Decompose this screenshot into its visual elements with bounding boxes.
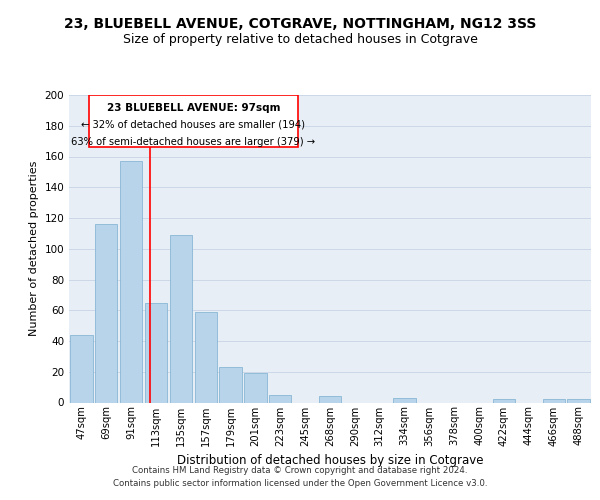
Y-axis label: Number of detached properties: Number of detached properties [29, 161, 39, 336]
Text: 23 BLUEBELL AVENUE: 97sqm: 23 BLUEBELL AVENUE: 97sqm [107, 104, 280, 114]
Text: ← 32% of detached houses are smaller (194): ← 32% of detached houses are smaller (19… [81, 120, 305, 130]
Bar [70, 335, 92, 402]
Bar [493, 400, 515, 402]
Bar [220, 367, 242, 402]
Bar [95, 224, 118, 402]
Bar [120, 161, 142, 402]
Bar [568, 400, 590, 402]
Text: Contains HM Land Registry data © Crown copyright and database right 2024.
Contai: Contains HM Land Registry data © Crown c… [113, 466, 487, 487]
Bar [394, 398, 416, 402]
Bar [319, 396, 341, 402]
Bar [244, 374, 266, 402]
FancyBboxPatch shape [89, 95, 298, 148]
Text: Size of property relative to detached houses in Cotgrave: Size of property relative to detached ho… [122, 32, 478, 46]
Bar [145, 302, 167, 402]
Text: 63% of semi-detached houses are larger (379) →: 63% of semi-detached houses are larger (… [71, 136, 316, 146]
X-axis label: Distribution of detached houses by size in Cotgrave: Distribution of detached houses by size … [177, 454, 483, 467]
Bar [194, 312, 217, 402]
Bar [170, 235, 192, 402]
Bar [542, 400, 565, 402]
Bar [269, 395, 292, 402]
Text: 23, BLUEBELL AVENUE, COTGRAVE, NOTTINGHAM, NG12 3SS: 23, BLUEBELL AVENUE, COTGRAVE, NOTTINGHA… [64, 18, 536, 32]
